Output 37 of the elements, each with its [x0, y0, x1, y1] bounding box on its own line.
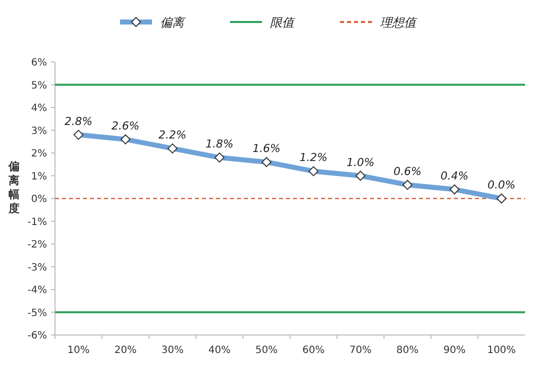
x-tick-label: 50% [255, 345, 278, 356]
data-label: 1.8% [206, 138, 234, 151]
y-tick-label: 4% [31, 103, 47, 114]
y-tick-label: 2% [31, 148, 47, 160]
x-tick-label: 100% [487, 345, 516, 356]
y-axis-title: 偏离幅度 [8, 160, 20, 215]
x-tick-label: 40% [208, 345, 231, 356]
x-tick-label: 20% [114, 345, 137, 356]
y-tick-label: 3% [31, 126, 47, 137]
y-tick-label: -2% [28, 240, 47, 250]
y-tick-label: 5% [31, 80, 47, 92]
y-tick-label: -6% [28, 330, 47, 342]
data-label: 1.6% [252, 142, 280, 156]
y-tick-label: 6% [31, 58, 47, 68]
legend-label: 限值 [270, 16, 296, 30]
data-label: 2.6% [112, 119, 140, 132]
data-label: 0.0% [488, 178, 516, 192]
legend-label: 偏离 [160, 16, 186, 30]
y-tick-label: -1% [28, 216, 47, 228]
data-label: 1.2% [300, 151, 328, 164]
data-label: 0.4% [440, 169, 468, 182]
x-tick-label: 70% [349, 345, 372, 356]
x-tick-label: 30% [161, 345, 184, 356]
data-label: 1.0% [346, 156, 374, 169]
data-label: 0.6% [394, 164, 422, 178]
y-tick-label: 1% [31, 171, 47, 182]
x-tick-label: 10% [67, 345, 90, 356]
y-tick-label: -5% [28, 308, 47, 319]
x-tick-label: 80% [396, 345, 419, 356]
legend-label: 理想值 [380, 16, 418, 30]
y-tick-label: 0% [31, 194, 47, 205]
y-tick-label: -4% [28, 285, 47, 296]
y-tick-label: -3% [28, 262, 47, 274]
x-tick-label: 60% [302, 345, 325, 356]
data-label: 2.8% [64, 114, 92, 128]
x-tick-label: 90% [443, 345, 466, 356]
data-label: 2.2% [158, 128, 186, 142]
